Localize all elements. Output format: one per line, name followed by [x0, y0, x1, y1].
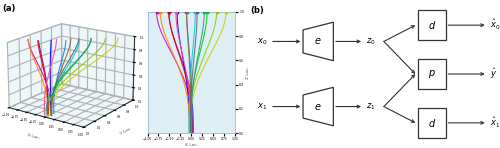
Text: $\hat{x}_1$: $\hat{x}_1$	[490, 116, 500, 130]
Text: $p$: $p$	[428, 68, 436, 80]
Text: $\hat{x}_0$: $\hat{x}_0$	[490, 18, 500, 32]
Bar	[418, 10, 446, 40]
Polygon shape	[303, 22, 334, 61]
Text: $z_0$: $z_0$	[366, 36, 376, 47]
Text: $\hat{y}$: $\hat{y}$	[490, 67, 497, 81]
Text: $d$: $d$	[428, 19, 436, 31]
Y-axis label: Z Loc.: Z Loc.	[246, 66, 250, 79]
X-axis label: X Loc.: X Loc.	[26, 133, 40, 140]
Text: $x_1$: $x_1$	[258, 101, 268, 112]
X-axis label: X Loc.: X Loc.	[185, 143, 198, 147]
Bar	[418, 108, 446, 138]
Y-axis label: Y Loc.: Y Loc.	[119, 126, 132, 135]
Text: (b): (b)	[250, 6, 264, 15]
Text: $z_1$: $z_1$	[366, 101, 376, 112]
Bar	[418, 59, 446, 89]
Text: $e$: $e$	[314, 36, 322, 46]
Polygon shape	[303, 87, 334, 126]
Text: $d$: $d$	[428, 117, 436, 129]
Text: $x_0$: $x_0$	[258, 36, 268, 47]
Text: $e$: $e$	[314, 102, 322, 112]
Text: (a): (a)	[2, 4, 16, 13]
